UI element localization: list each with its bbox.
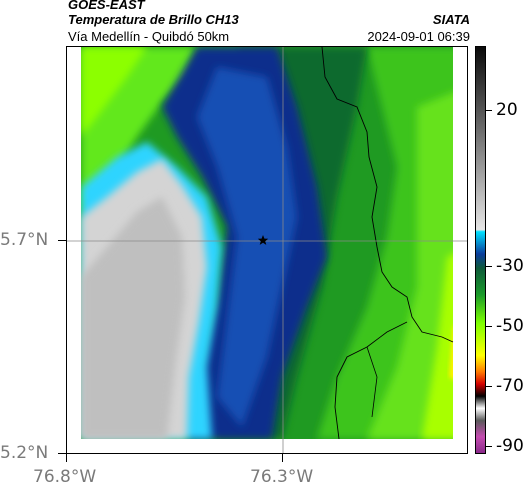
cb-tick-m70 (486, 386, 492, 387)
field-upper-left-lime (81, 47, 147, 137)
cb-label-m50: -50 (496, 316, 524, 336)
municipal-border (366, 346, 378, 418)
department-border (321, 47, 454, 343)
y-tick-label-5-7n: 5.7°N (0, 230, 49, 250)
datetime-label: 2024-09-01 06:39 (367, 29, 470, 44)
x-tick-label-76-3w: 76.3°W (250, 467, 314, 487)
cb-label-m70: -70 (496, 376, 524, 396)
satellite-map[interactable] (66, 46, 468, 454)
region-label: Vía Medellín - Quibdó 50km (68, 29, 230, 44)
brightness-temperature-field (67, 47, 467, 453)
cb-label-m30: -30 (496, 256, 524, 276)
cb-tick-m90 (486, 446, 492, 447)
x-tick-label-76-8w: 76.8°W (33, 467, 97, 487)
x-tick-mark-1 (66, 454, 67, 462)
no-data-left (67, 47, 81, 453)
y-tick-mark-2 (58, 453, 66, 454)
cb-label-m90: -90 (496, 436, 524, 456)
field-mid-blue (197, 67, 297, 427)
location-star-marker[interactable] (257, 235, 269, 245)
satellite-title: GOES-EAST (68, 0, 145, 12)
department-border-south (334, 321, 408, 440)
no-data-bottom (67, 439, 467, 453)
x-tick-mark-2 (282, 454, 283, 462)
product-title: Temperatura de Brillo CH13 (68, 12, 239, 27)
y-tick-mark-1 (58, 240, 66, 241)
no-data-right (453, 47, 467, 453)
cb-tick-m30 (486, 266, 492, 267)
cb-tick-m50 (486, 326, 492, 327)
source-label: SIATA (432, 12, 470, 27)
y-tick-label-5-2n: 5.2°N (0, 443, 49, 463)
field-cold-core (81, 197, 185, 439)
cb-tick-20 (486, 110, 492, 111)
cb-label-20: 20 (496, 100, 518, 120)
colorbar (475, 46, 486, 454)
